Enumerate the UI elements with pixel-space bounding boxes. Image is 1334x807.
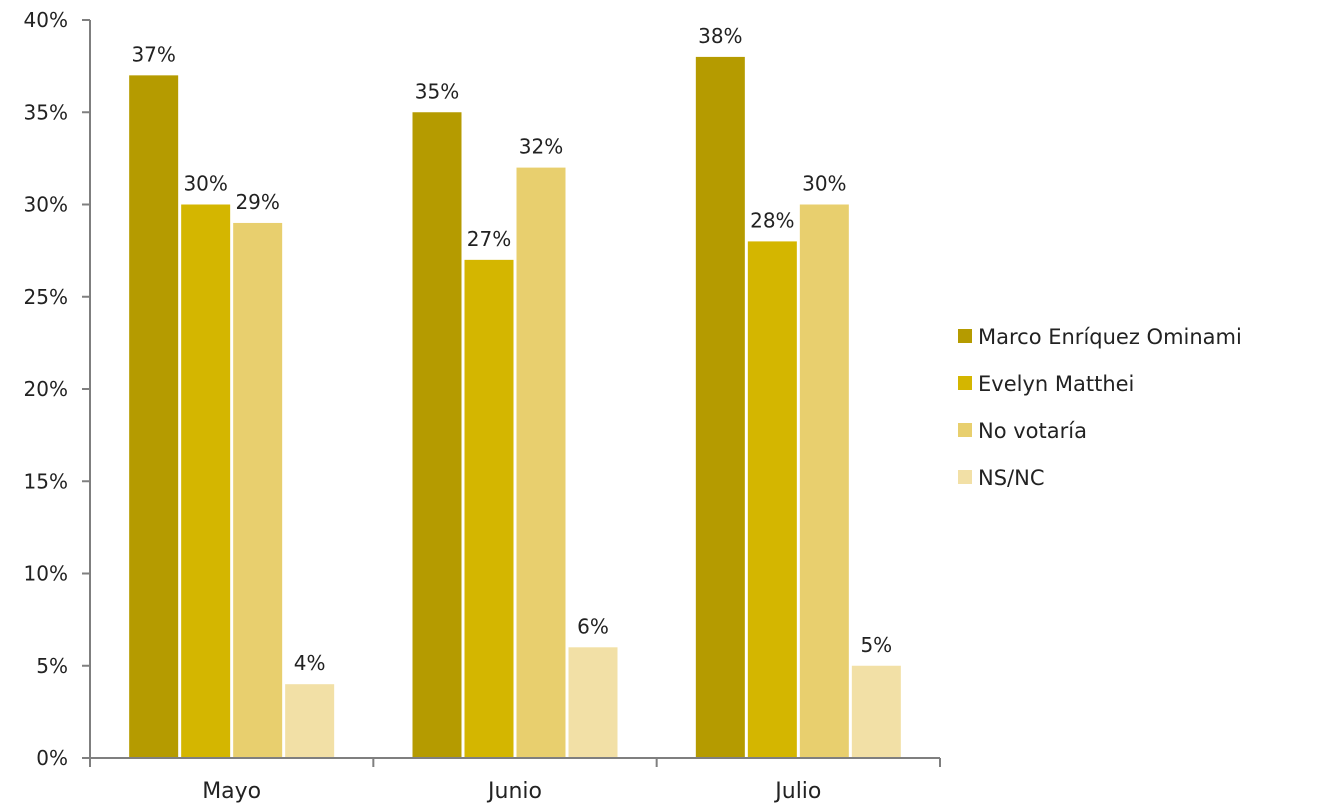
data-label-junio-1: 35% xyxy=(415,79,459,103)
bar-mayo-4 xyxy=(285,684,335,758)
data-label-junio-2: 27% xyxy=(467,227,511,251)
labels-group: 37% 30% 29% 4% 35% 27% 32% 6% 38% 28% 30% 5% xyxy=(131,24,892,675)
y-tick-label: 10% xyxy=(24,562,68,586)
y-tick-label: 5% xyxy=(36,654,68,678)
legend-label: NS/NC xyxy=(978,466,1045,490)
data-label-mayo-2: 30% xyxy=(183,172,227,196)
y-tick-label: 0% xyxy=(36,746,68,770)
data-label-junio-3: 32% xyxy=(519,135,563,159)
legend-label: Evelyn Matthei xyxy=(978,372,1134,396)
y-tick-label: 35% xyxy=(24,100,68,124)
data-label-julio-2: 28% xyxy=(750,208,794,232)
x-category-label: Julio xyxy=(773,779,821,804)
bar-julio-4 xyxy=(851,665,901,758)
legend-swatch xyxy=(958,423,972,437)
bar-mayo-2 xyxy=(181,204,231,758)
x-category-label: Junio xyxy=(486,779,542,804)
bar-junio-2 xyxy=(464,259,514,758)
bar-junio-1 xyxy=(412,112,462,758)
data-label-julio-4: 5% xyxy=(860,633,892,657)
bars-group xyxy=(129,56,901,759)
axes-group: 0% 5% 10% 15% 20% 25% 30% 35% 40% Mayo Junio Julio xyxy=(24,8,941,804)
data-label-junio-4: 6% xyxy=(577,614,609,638)
y-tick-label: 20% xyxy=(24,377,68,401)
data-label-julio-1: 38% xyxy=(698,24,742,48)
legend-label: No votaría xyxy=(978,419,1087,443)
data-label-julio-3: 30% xyxy=(802,172,846,196)
legend-swatch xyxy=(958,470,972,484)
bar-julio-3 xyxy=(799,204,849,758)
legend: Marco Enríquez Ominami Evelyn Matthei No v… xyxy=(958,325,1242,490)
x-category-label: Mayo xyxy=(202,779,261,804)
bar-mayo-3 xyxy=(233,222,283,758)
y-tick-label: 15% xyxy=(24,469,68,493)
bar-julio-1 xyxy=(695,56,745,758)
data-label-mayo-4: 4% xyxy=(294,651,326,675)
data-label-mayo-3: 29% xyxy=(235,190,279,214)
legend-swatch xyxy=(958,329,972,343)
data-label-mayo-1: 37% xyxy=(131,42,175,66)
legend-swatch xyxy=(958,376,972,390)
bar-junio-4 xyxy=(568,647,618,758)
y-tick-label: 40% xyxy=(24,8,68,32)
y-tick-label: 25% xyxy=(24,285,68,309)
legend-label: Marco Enríquez Ominami xyxy=(978,325,1242,349)
bar-mayo-1 xyxy=(129,75,179,759)
bar-julio-2 xyxy=(747,241,797,758)
bar-junio-3 xyxy=(516,167,566,759)
y-tick-label: 30% xyxy=(24,193,68,217)
